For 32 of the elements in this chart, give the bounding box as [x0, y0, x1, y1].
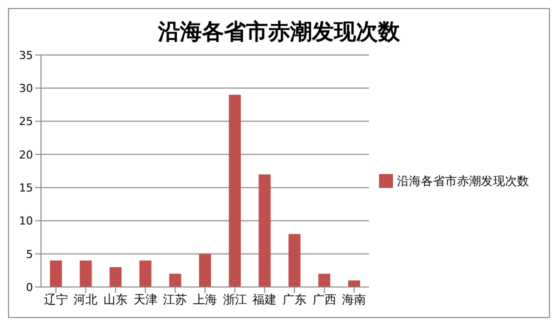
x-tick-label: 辽宁: [44, 292, 68, 307]
bar: [318, 274, 330, 287]
x-tick-label: 河北: [74, 292, 98, 307]
x-tick-label: 浙江: [222, 292, 247, 307]
y-tick-label: 20: [19, 148, 33, 162]
y-tick-label: 35: [19, 48, 33, 62]
bar: [228, 94, 241, 287]
chart-title: 沿海各省市赤潮发现次数: [156, 18, 401, 47]
bar: [288, 234, 300, 287]
y-tick-label: 5: [26, 248, 33, 261]
x-tick-label: 上海: [193, 292, 217, 307]
x-tick-label: 广东: [282, 292, 306, 307]
x-tick-label: 海南: [342, 292, 366, 307]
x-tick-label: 广西: [312, 292, 336, 307]
legend-label: 沿海各省市赤潮发现次数: [397, 174, 529, 188]
y-tick-label: 10: [19, 214, 33, 228]
bar: [110, 267, 122, 287]
bar: [50, 260, 62, 287]
y-tick-label: 25: [19, 115, 33, 128]
y-tick-label: 30: [19, 82, 33, 96]
y-tick-label: 0: [26, 280, 33, 294]
x-tick-label: 天津: [133, 292, 158, 307]
bar: [258, 174, 271, 287]
x-tick-label: 山东: [104, 292, 128, 307]
bar: [139, 260, 152, 287]
x-tick-label: 福建: [252, 292, 277, 307]
y-tick-label: 15: [19, 181, 33, 194]
bar: [199, 254, 212, 287]
x-tick-label: 江苏: [163, 292, 188, 307]
bar: [348, 280, 360, 287]
bar: [169, 274, 182, 287]
bar: [80, 260, 92, 287]
